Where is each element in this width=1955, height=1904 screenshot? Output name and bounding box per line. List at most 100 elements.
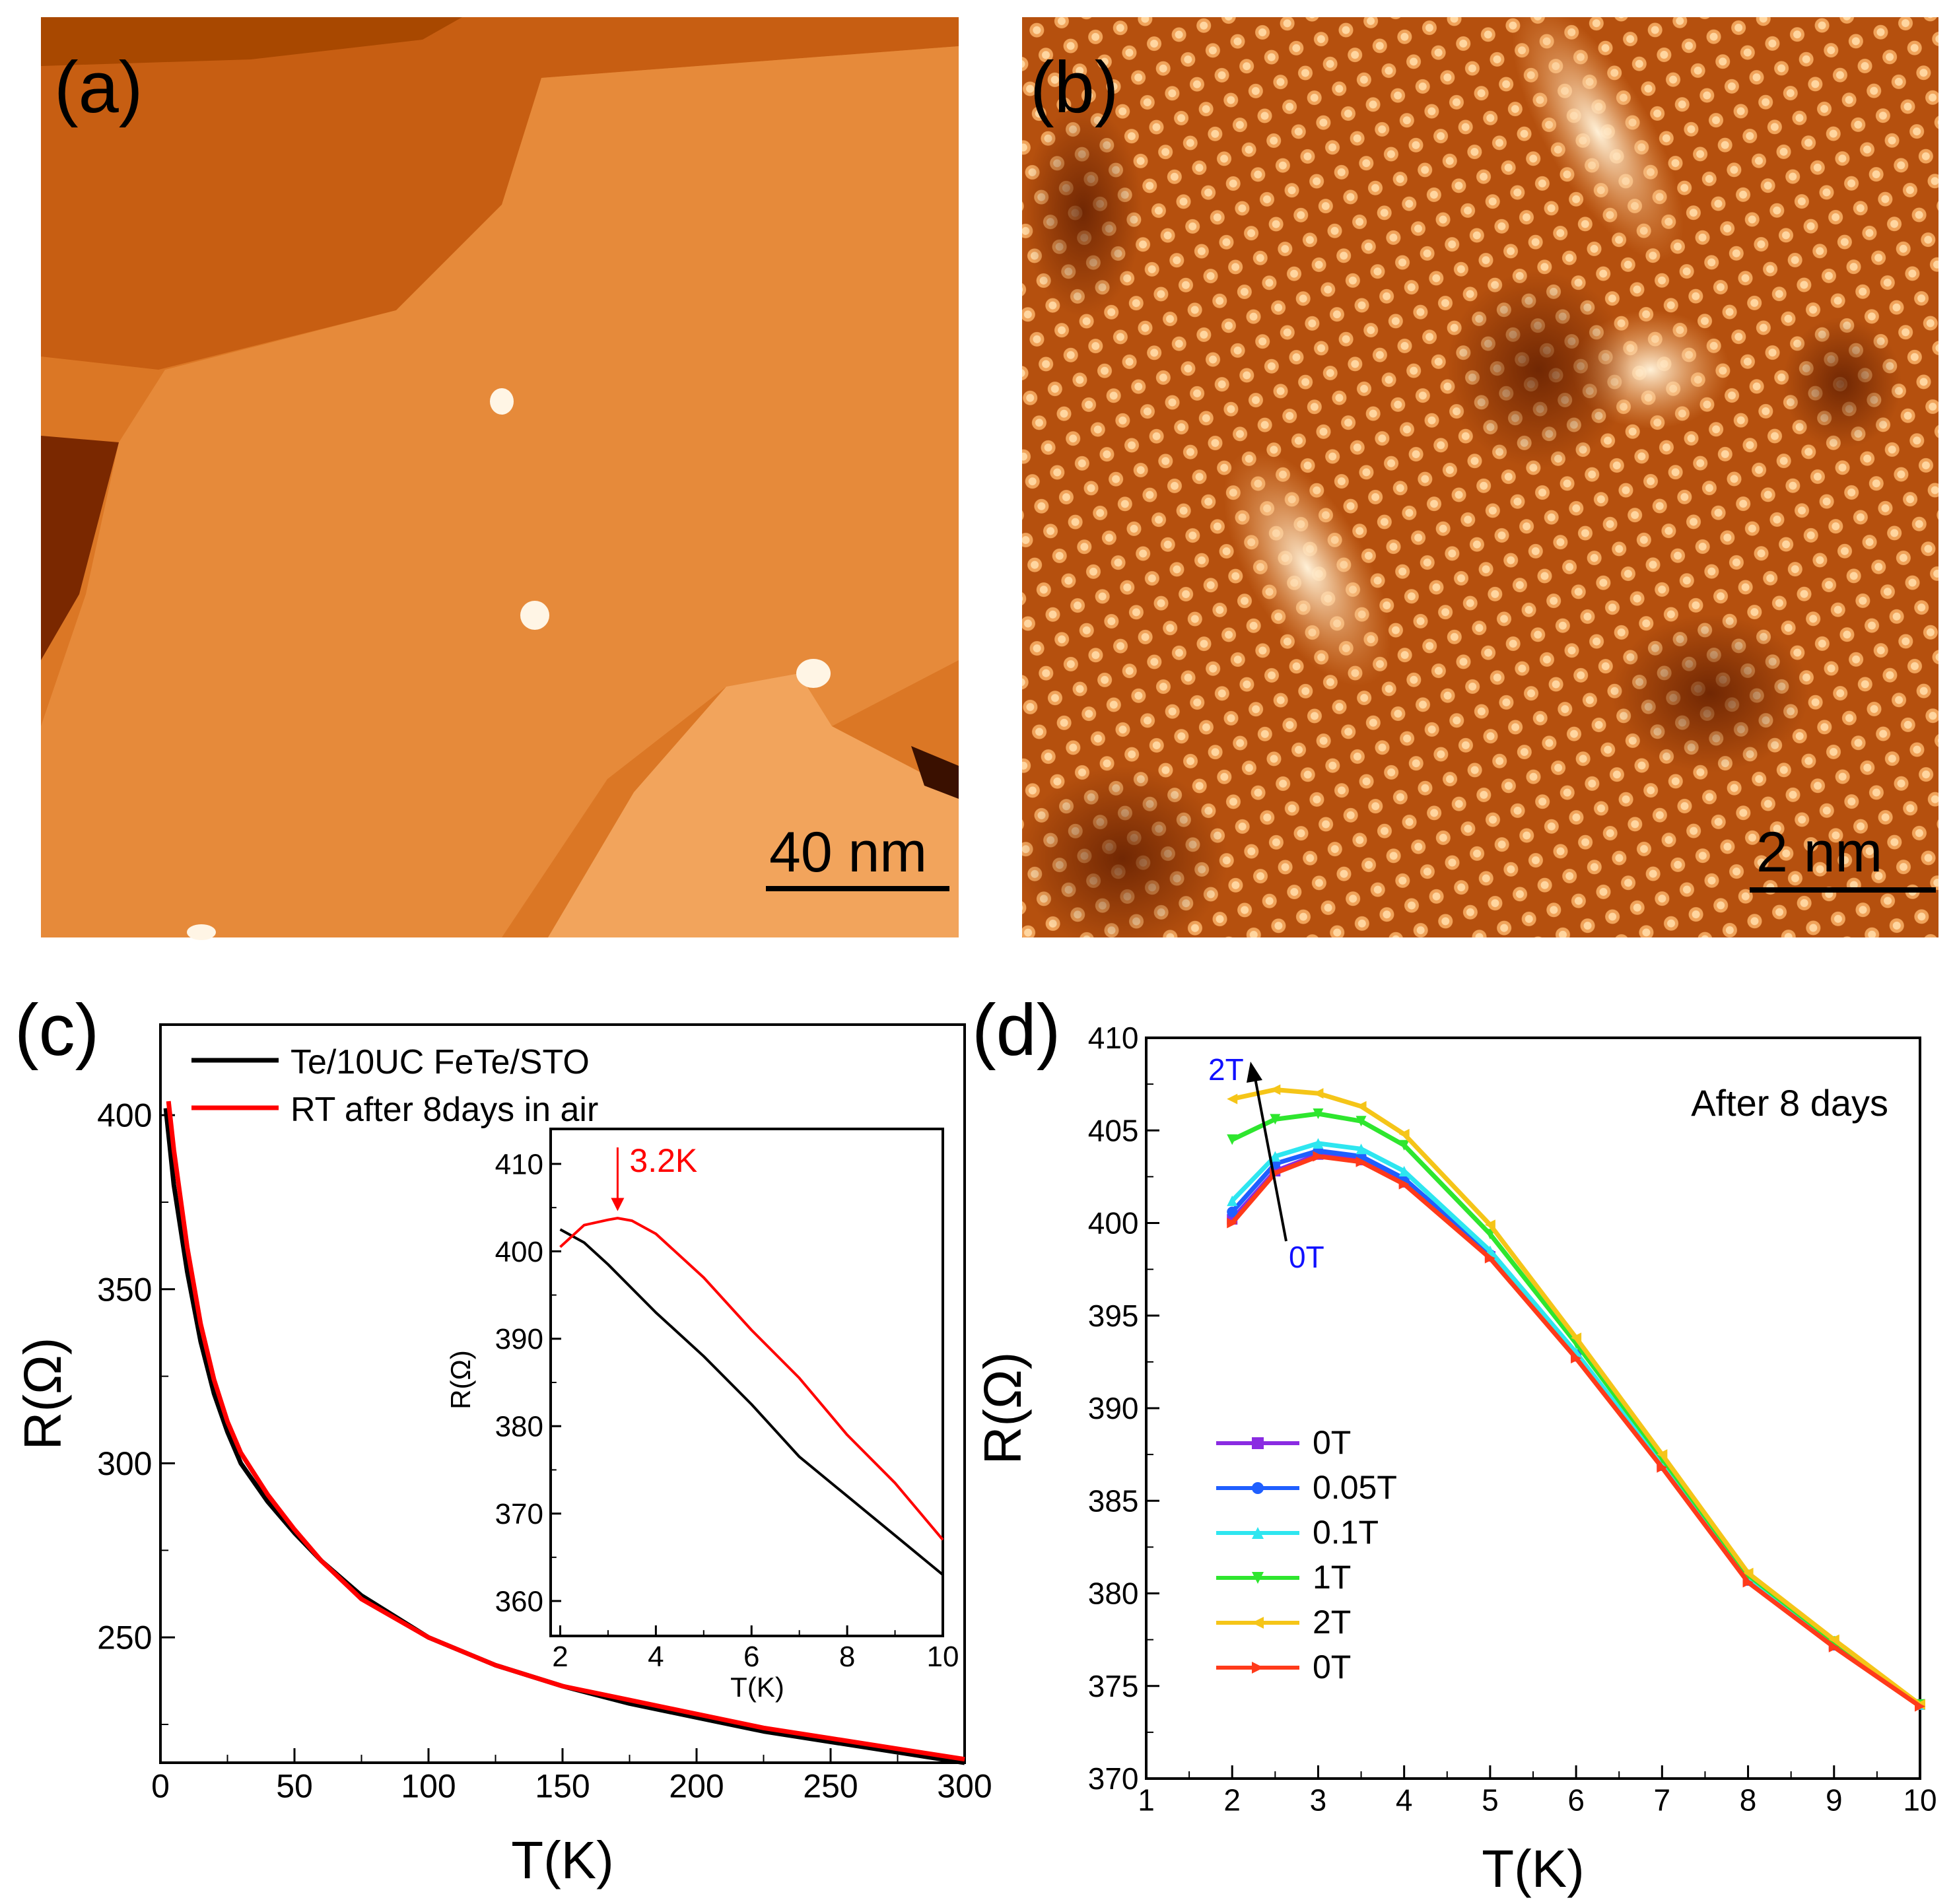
x-tick-label: 9 [1826, 1783, 1843, 1817]
data-point-d-5 [1915, 1701, 1925, 1712]
field-arrow-head-d [1247, 1062, 1262, 1083]
field-arrow-d [1253, 1074, 1287, 1242]
dark-region [1446, 271, 1631, 469]
inset-annotation-c: 3.2K [629, 1142, 697, 1179]
legend-label-c-0: Te/10UC FeTe/STO [291, 1043, 590, 1081]
legend-d: 0T 0.05T 0.1T 1T 2T 0T [1216, 1424, 1397, 1685]
scale-bar-label-a: 40 nm [769, 821, 927, 884]
data-point-d-5 [1828, 1641, 1839, 1652]
y-tick-label: 375 [1088, 1669, 1139, 1703]
y-axis-label-c: R(Ω) [13, 1338, 72, 1450]
data-point-d-4 [1398, 1128, 1410, 1139]
legend-item-d: 1T [1313, 1559, 1351, 1596]
plot-lines-d [1227, 1084, 1925, 1712]
y-tick-label: 400 [1088, 1206, 1139, 1241]
legend-label-d-0: 0T [1313, 1424, 1351, 1461]
y-tick-label: 360 [495, 1585, 543, 1617]
inset-frame-c [549, 1128, 944, 1637]
data-point-d-5 [1484, 1252, 1495, 1264]
y-tick-label: 300 [97, 1445, 152, 1482]
inset-axis-ticks-c: 2 4 6 8 10 360 370 380 390 400 410 [495, 1148, 959, 1673]
y-tick-label: 390 [1088, 1391, 1139, 1425]
data-point-d-5 [1313, 1151, 1324, 1162]
terrace-dark-left [41, 436, 119, 660]
panel-a: (a) 40 nm [41, 17, 959, 940]
legend-label-d-2: 0.1T [1313, 1514, 1379, 1551]
legend-label-d-1: 0.05T [1313, 1469, 1397, 1506]
y-tick-label: 410 [495, 1148, 543, 1180]
particle [490, 388, 514, 415]
x-tick-label: 4 [648, 1641, 664, 1673]
panel-d: (d) 1 2 3 4 5 6 7 8 9 10 370 375 380 385 390 395 400 405 4… [972, 990, 1937, 1898]
x-tick-label: 10 [1903, 1783, 1937, 1817]
data-point-d-3 [1355, 1116, 1367, 1127]
x-tick-label: 7 [1654, 1783, 1671, 1817]
legend-swatch-marker-d-4 [1252, 1617, 1264, 1629]
data-point-d-4 [1270, 1084, 1281, 1095]
scale-bar-label-b: 2 nm [1756, 821, 1882, 884]
terrace-middle [41, 46, 959, 937]
legend-item-d: 0T [1313, 1649, 1351, 1685]
legend-label-d-5: 0T [1313, 1649, 1351, 1685]
data-point-d-4 [1571, 1332, 1582, 1343]
panel-label-c: (c) [15, 990, 99, 1071]
data-point-d-2 [1355, 1143, 1367, 1155]
panel-b: (b) 2 nm [1022, 17, 1938, 937]
data-point-d-2 [1313, 1138, 1324, 1149]
data-point-d-4 [1657, 1449, 1668, 1460]
data-point-d-2 [1227, 1195, 1238, 1206]
particle [187, 924, 216, 940]
chart-title-d: After 8 days [1691, 1082, 1888, 1124]
data-point-d-3 [1227, 1134, 1238, 1145]
x-tick-label: 10 [927, 1641, 959, 1673]
terrace-dark-corner [911, 746, 959, 799]
x-tick-label: 8 [839, 1641, 855, 1673]
data-point-d-3 [1313, 1108, 1324, 1120]
particle [520, 601, 549, 630]
x-tick-label: 300 [937, 1768, 992, 1805]
scale-bar-a [766, 886, 949, 891]
annotation-0T: 0T [1289, 1240, 1324, 1274]
panel-label-b: (b) [1030, 47, 1118, 128]
data-point-d-4 [1355, 1101, 1367, 1112]
y-tick-label: 400 [97, 1097, 152, 1134]
x-tick-label: 2 [552, 1641, 568, 1673]
legend-swatch-marker-d-3 [1252, 1572, 1264, 1584]
inset-arrow-head-c [611, 1198, 625, 1211]
data-point-d-4 [1484, 1219, 1495, 1231]
data-point-d-5 [1227, 1217, 1238, 1229]
terrace-top-dark [41, 17, 462, 66]
y-tick-label: 400 [495, 1236, 543, 1268]
x-tick-label: 4 [1396, 1783, 1413, 1817]
y-tick-label: 395 [1088, 1299, 1139, 1333]
panel-label-d: (d) [972, 990, 1060, 1071]
data-point-d-4 [1227, 1093, 1238, 1105]
series-line-c-1 [166, 1101, 965, 1762]
terrace-lower [548, 673, 959, 937]
x-axis-label-c: T(K) [511, 1831, 614, 1889]
data-point-d-5 [1355, 1156, 1367, 1167]
legend-label-d-3: 1T [1313, 1559, 1351, 1596]
y-tick-label: 390 [495, 1323, 543, 1355]
plot-lines-c [163, 1101, 965, 1765]
x-tick-label: 3 [1310, 1783, 1327, 1817]
inset-series-line-c-1 [559, 1217, 944, 1541]
x-tick-label: 2 [1223, 1783, 1241, 1817]
x-axis-label-d: T(K) [1482, 1839, 1585, 1898]
x-tick-label: 6 [1567, 1783, 1585, 1817]
data-point-d-5 [1742, 1577, 1754, 1588]
x-tick-label: 8 [1740, 1783, 1757, 1817]
bright-region [1223, 450, 1391, 686]
data-point-d-4 [1828, 1634, 1839, 1645]
dark-region [1783, 317, 1902, 449]
y-tick-label: 350 [97, 1271, 152, 1308]
data-point-d-3 [1270, 1114, 1281, 1125]
data-point-d-4 [1313, 1088, 1324, 1099]
axis-ticks-c: 0 50 100 150 200 250 300 250 300 350 400 [97, 1097, 992, 1805]
x-tick-label: 250 [803, 1768, 858, 1805]
particle [796, 659, 831, 688]
legend-item-d: 0T [1313, 1424, 1351, 1461]
y-axis-label-d: R(Ω) [973, 1352, 1032, 1465]
